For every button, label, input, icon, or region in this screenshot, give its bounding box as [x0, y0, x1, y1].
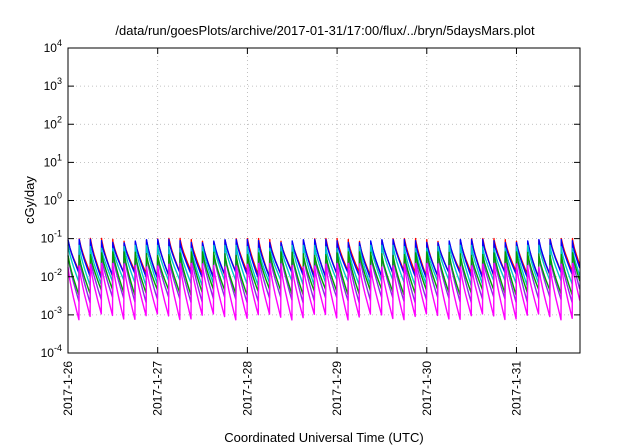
series-line	[67, 244, 581, 287]
y-tick-label: 104	[44, 38, 62, 55]
y-tick-label: 103	[44, 76, 62, 93]
x-tick-label: 2017-1-30	[420, 361, 434, 416]
y-tick-label: 10-3	[41, 305, 62, 322]
x-tick-label: 2017-1-28	[240, 361, 254, 416]
y-tick-label: 101	[44, 152, 62, 169]
x-axis-label: Coordinated Universal Time (UTC)	[224, 430, 423, 445]
x-tick-label: 2017-1-29	[330, 361, 344, 416]
series-line	[67, 262, 581, 321]
tick-layer: 10-4 10-3 10-2 10-1 100 101 102 103 104 2017-1-26…	[41, 38, 580, 416]
y-tick-label: 100	[44, 191, 62, 208]
y-tick-label: 10-2	[41, 267, 62, 284]
series-line	[67, 238, 581, 280]
y-tick-label: 10-1	[41, 229, 62, 246]
y-tick-label: 10-4	[41, 343, 62, 360]
chart-title: /data/run/goesPlots/archive/2017-01-31/1…	[115, 23, 535, 38]
x-tick-label: 2017-1-27	[151, 361, 165, 416]
y-axis-label: cGy/day	[22, 176, 37, 224]
y-tick-label: 102	[44, 114, 62, 131]
x-tick-label: 2017-1-26	[61, 361, 75, 416]
x-tick-label: 2017-1-31	[509, 361, 523, 416]
series-layer	[67, 237, 581, 321]
